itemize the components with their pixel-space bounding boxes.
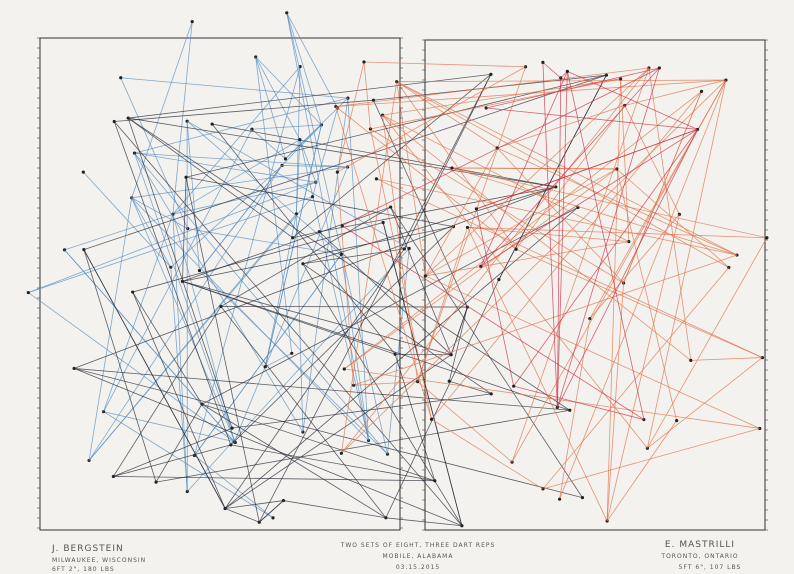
right-name: E. MASTRILLI <box>665 540 735 550</box>
dart-hole <box>497 278 500 281</box>
dart-hole <box>27 291 30 294</box>
dart-hole <box>290 352 293 355</box>
dart-hole <box>448 380 451 383</box>
dart-hole <box>219 305 222 308</box>
dart-hole <box>191 20 194 23</box>
dart-hole <box>211 122 214 125</box>
dart-hole <box>765 236 768 239</box>
dart-hole <box>264 365 267 368</box>
dart-hole <box>605 74 608 77</box>
dart-hole <box>700 90 703 93</box>
dart-hole <box>658 66 661 69</box>
left-name: J. BERGSTEIN <box>51 544 124 554</box>
dart-hole <box>403 247 406 250</box>
dart-hole <box>689 359 692 362</box>
dart-hole <box>82 171 85 174</box>
dart-hole <box>230 427 233 430</box>
dart-hole <box>558 498 561 501</box>
dart-hole <box>372 99 375 102</box>
dart-hole <box>541 61 544 64</box>
dart-hole <box>424 274 427 277</box>
event-description: TWO SETS OF EIGHT, THREE DART REPS <box>340 542 496 549</box>
dart-hole <box>394 353 397 356</box>
dart-hole <box>224 507 227 510</box>
dart-hole <box>119 76 122 79</box>
dart-hole <box>619 77 622 80</box>
right-stats: 5FT 6", 107 LBS <box>679 564 742 571</box>
dart-hole <box>466 226 469 229</box>
dart-hole <box>154 480 157 483</box>
dart-hole <box>566 70 569 73</box>
dart-hole <box>284 157 287 160</box>
dart-hole <box>311 195 314 198</box>
dart-hole <box>72 367 75 370</box>
dart-hole <box>568 409 571 412</box>
dart-hole <box>362 60 365 63</box>
dart-hole <box>184 176 187 179</box>
event-location: MOBILE, ALABAMA <box>383 553 454 560</box>
dart-hole <box>271 516 274 519</box>
dart-hole <box>341 224 344 227</box>
dart-hole <box>514 248 517 251</box>
artwork: J. BERGSTEIN MILWAUKEE, WISCONSIN 6FT 2"… <box>0 0 794 574</box>
dart-hole <box>475 207 478 210</box>
dart-hole <box>675 419 678 422</box>
dart-hole <box>343 367 346 370</box>
page: J. BERGSTEIN MILWAUKEE, WISCONSIN 6FT 2"… <box>0 0 794 574</box>
dart-hole <box>336 171 339 174</box>
dart-hole <box>430 418 433 421</box>
left-stats: 6FT 2", 180 LBS <box>52 566 115 573</box>
left-location: MILWAUKEE, WISCONSIN <box>52 557 146 564</box>
dart-hole <box>375 177 378 180</box>
dart-hole <box>340 452 343 455</box>
right-location: TORONTO, ONTARIO <box>660 553 738 560</box>
dart-hole <box>285 11 288 14</box>
dart-hole <box>512 385 515 388</box>
event-date: 03.15.2015 <box>396 564 440 571</box>
dart-hole <box>291 236 294 239</box>
dart-hole <box>198 269 201 272</box>
